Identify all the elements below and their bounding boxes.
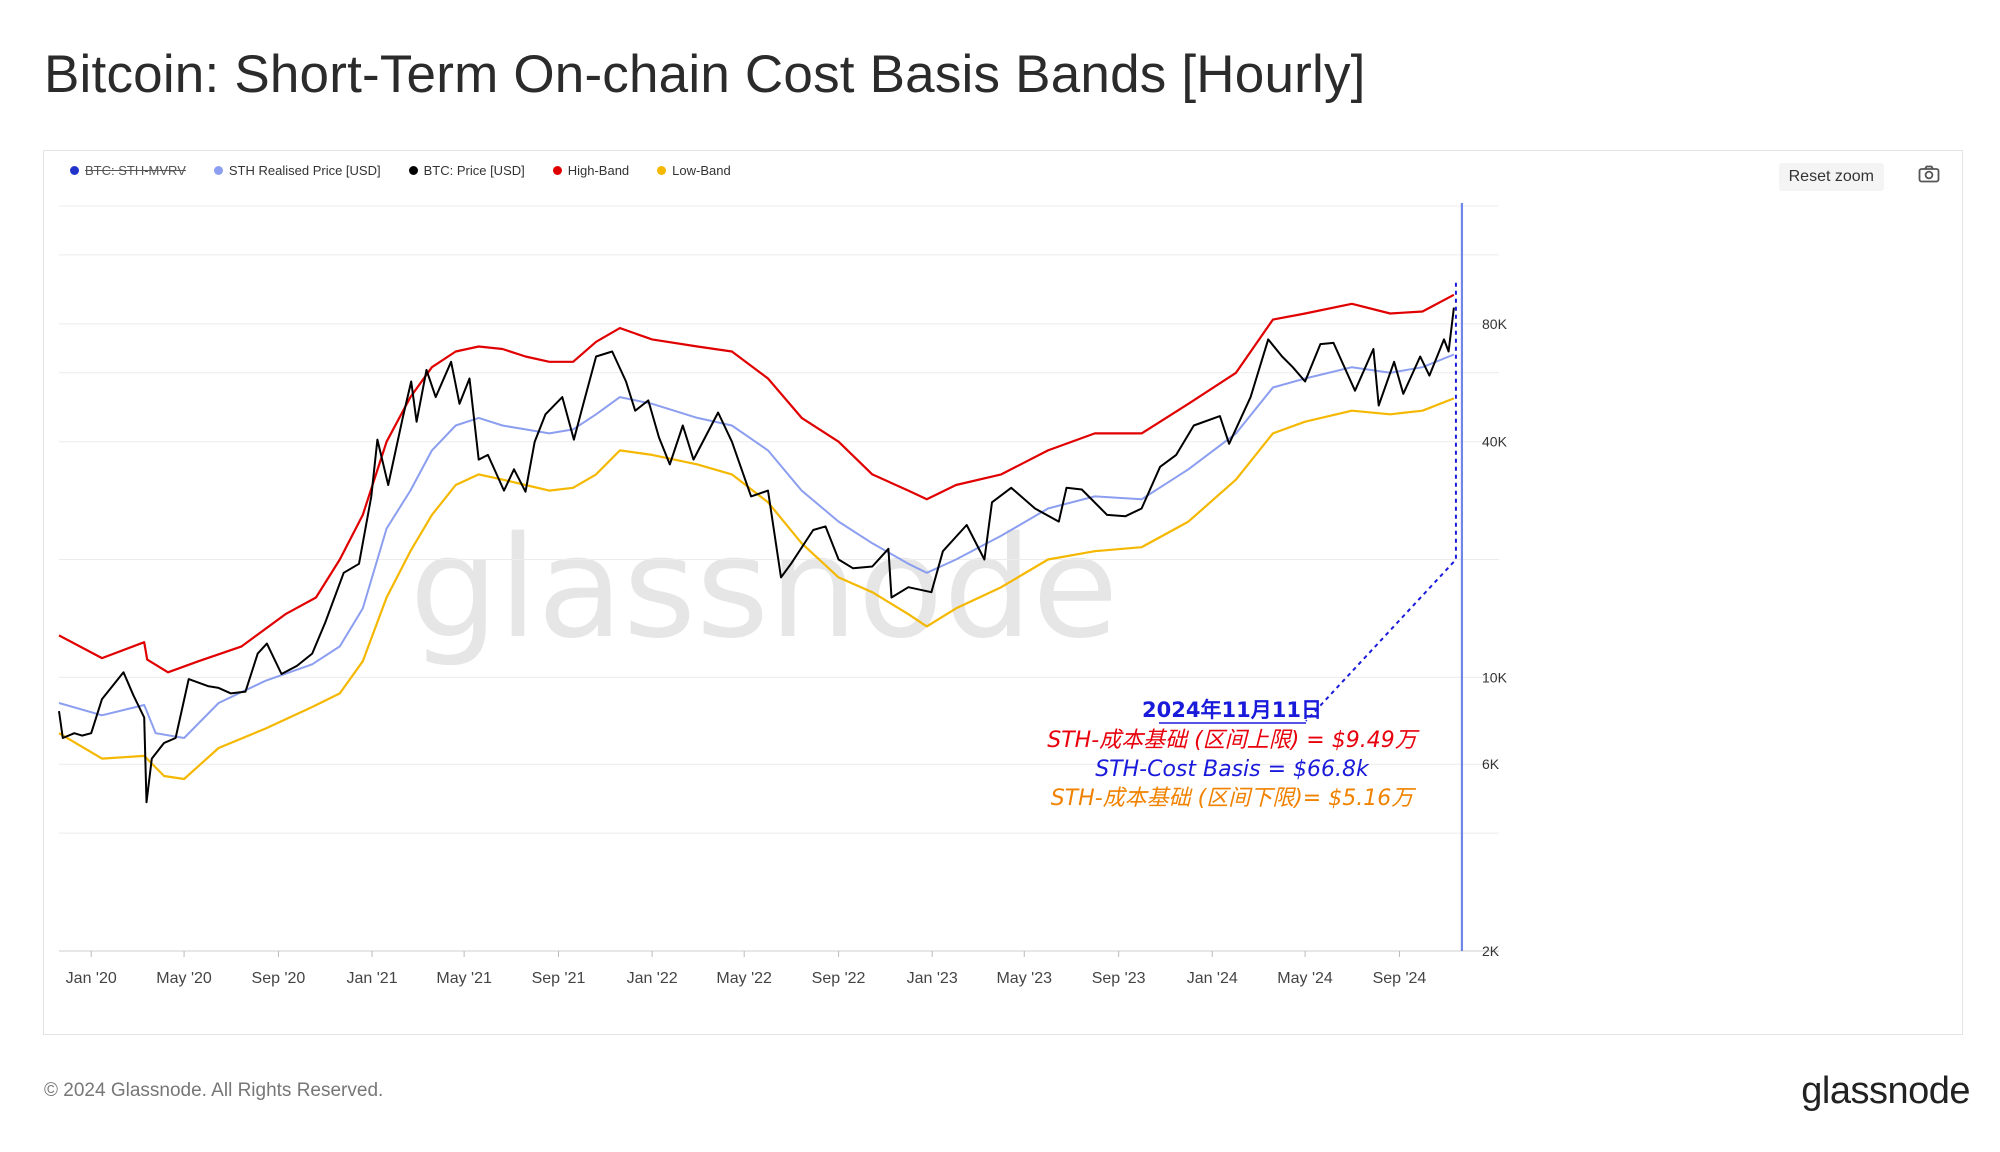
x-tick-label: Sep '20 — [252, 970, 306, 987]
legend-label: BTC: Price [USD] — [423, 163, 525, 178]
x-tick-label: May '23 — [996, 970, 1052, 987]
y-tick-label: 10K — [1482, 669, 1508, 685]
annotation-low: STH-成本基础 (区间下限)= $5.16万 — [1051, 786, 1416, 811]
x-tick-label: Sep '23 — [1092, 970, 1146, 987]
glassnode-logo: glassnode — [1801, 1070, 1970, 1112]
legend-label: Low-Band — [672, 163, 731, 178]
legend-item-0[interactable]: BTC: STH-MVRV — [70, 163, 186, 178]
x-tick-label: May '24 — [1277, 970, 1333, 987]
legend-item-2[interactable]: BTC: Price [USD] — [408, 163, 525, 178]
series-line-low-band — [58, 397, 1455, 781]
legend-dot-icon — [213, 166, 223, 175]
reset-zoom-button[interactable]: Reset zoom — [1778, 163, 1884, 191]
x-tick-label: Jan '23 — [907, 970, 958, 987]
watermark: glassnode — [410, 507, 1119, 670]
x-tick-label: May '21 — [436, 970, 492, 987]
legend-item-3[interactable]: High-Band — [552, 163, 630, 178]
series-line-high-band — [58, 293, 1455, 674]
legend-dot-icon — [70, 166, 79, 175]
x-tick-label: Sep '24 — [1373, 970, 1427, 987]
chart-legend: BTC: STH-MVRV STH Realised Price [USD] BTC… — [70, 163, 731, 178]
y-tick-label: 2K — [1482, 943, 1500, 959]
x-tick-label: Sep '21 — [532, 970, 586, 987]
x-tick-label: May '20 — [156, 970, 212, 987]
annotation-date: 2024年11月11日 — [1142, 698, 1322, 722]
x-tick-label: Jan '22 — [627, 970, 678, 987]
camera-icon[interactable] — [1918, 165, 1940, 188]
annotation-high: STH-成本基础 (区间上限) = $9.49万 — [1047, 728, 1419, 753]
footer-copyright: © 2024 Glassnode. All Rights Reserved. — [44, 1080, 384, 1101]
x-tick-label: Sep '22 — [812, 970, 866, 987]
x-tick-label: Jan '21 — [347, 970, 398, 987]
y-tick-label: 80K — [1482, 316, 1508, 332]
legend-dot-icon — [552, 166, 562, 175]
chart-container[interactable]: BTC: STH-MVRV STH Realised Price [USD] BTC… — [43, 150, 1963, 1035]
x-tick-label: Jan '24 — [1187, 970, 1238, 987]
legend-label: STH Realised Price [USD] — [228, 163, 381, 178]
chart-plot: glassnode Jan '20 May '20 Sep '20 Jan '21 May… — [58, 203, 1508, 987]
y-tick-label: 40K — [1482, 434, 1508, 450]
page-title: Bitcoin: Short-Term On-chain Cost Basis … — [44, 45, 1366, 104]
x-tick-label: May '22 — [716, 970, 772, 987]
y-tick-label: 6K — [1482, 756, 1500, 772]
legend-dot-icon — [408, 166, 418, 175]
legend-item-1[interactable]: STH Realised Price [USD] — [213, 163, 381, 178]
annotation-mid: STH-Cost Basis = $66.8k — [1095, 757, 1370, 782]
legend-label: BTC: STH-MVRV — [85, 163, 186, 178]
annotation-connector — [1305, 282, 1457, 722]
legend-label: High-Band — [567, 163, 630, 178]
series-line-btc-price-usd- — [58, 307, 1455, 804]
series-line-sth-realised-price-usd- — [58, 353, 1455, 739]
legend-dot-icon — [657, 166, 667, 175]
legend-item-4[interactable]: Low-Band — [657, 163, 731, 178]
x-tick-label: Jan '20 — [66, 970, 117, 987]
